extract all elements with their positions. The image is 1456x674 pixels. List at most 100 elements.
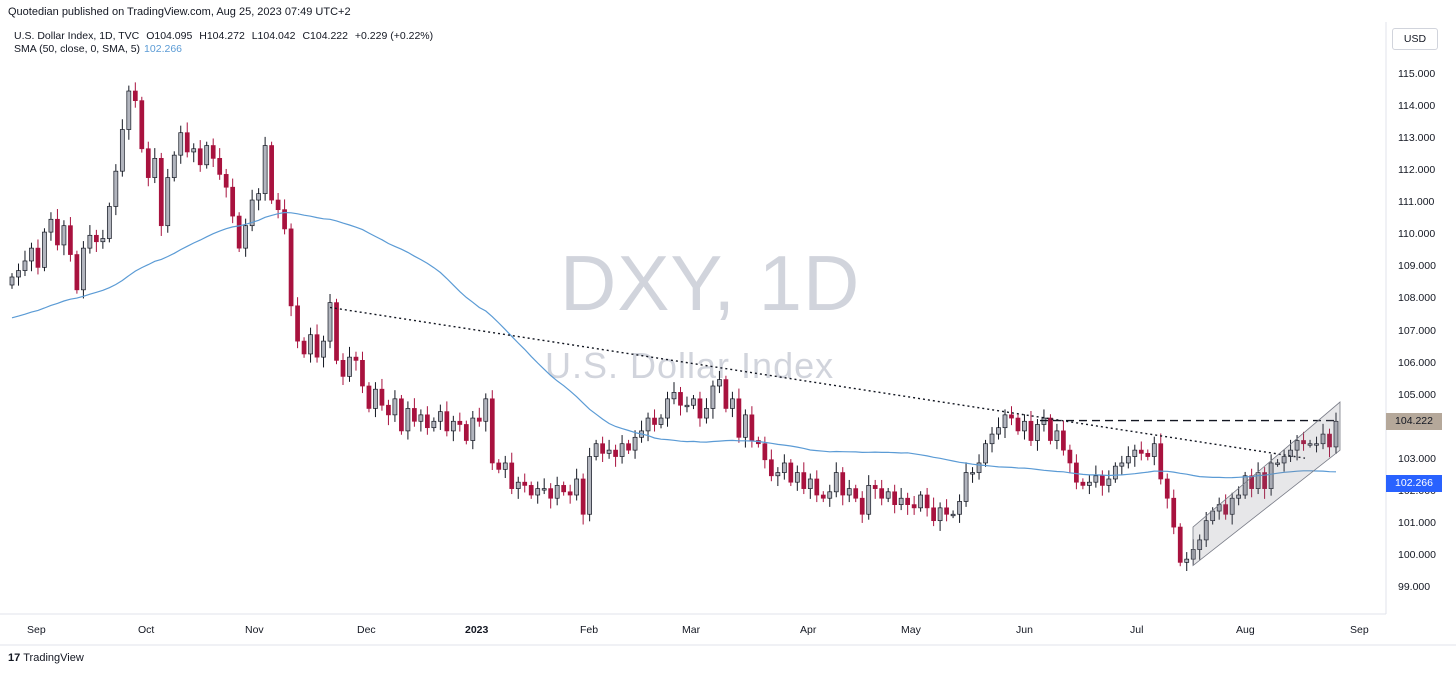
- candle: [1132, 449, 1138, 457]
- candle: [1087, 481, 1092, 486]
- candle: [645, 417, 651, 432]
- candle: [386, 404, 391, 416]
- open-value: O104.095: [146, 30, 193, 42]
- candle: [963, 472, 969, 502]
- candle: [678, 392, 683, 406]
- candle: [801, 472, 807, 489]
- candle: [723, 379, 729, 409]
- candle: [918, 494, 923, 509]
- candle: [301, 340, 307, 355]
- x-tick-label: Feb: [580, 624, 599, 636]
- symbol-info[interactable]: U.S. Dollar Index, 1D, TVC: [14, 30, 140, 42]
- x-tick-label: Sep: [27, 624, 46, 636]
- candle: [1229, 497, 1235, 515]
- candle: [509, 462, 515, 489]
- candle: [807, 478, 813, 489]
- sma-legend: SMA (50, close, 0, SMA, 5) 102.266: [14, 43, 182, 55]
- candle: [515, 481, 521, 489]
- candle: [600, 443, 605, 454]
- last-price-tag: 104.222: [1386, 412, 1442, 430]
- candle: [859, 497, 865, 515]
- watermark-name: U.S. Dollar Index: [545, 345, 835, 386]
- candle: [16, 270, 21, 278]
- candle: [574, 478, 580, 496]
- candle: [1203, 520, 1209, 541]
- candle: [1288, 449, 1293, 457]
- candle: [171, 154, 177, 178]
- candle: [866, 485, 872, 515]
- candle: [1314, 443, 1319, 446]
- candle: [554, 485, 560, 499]
- candle: [295, 305, 300, 342]
- candle: [606, 449, 612, 454]
- candle: [1138, 449, 1144, 454]
- candle: [580, 478, 586, 515]
- x-tick-label: Apr: [800, 624, 817, 636]
- candle: [282, 209, 287, 230]
- rising-channel: [1192, 401, 1341, 567]
- candle: [548, 488, 554, 499]
- x-tick-label: Aug: [1236, 624, 1255, 636]
- candle: [197, 148, 203, 166]
- candle: [353, 356, 359, 361]
- candle: [269, 145, 274, 201]
- candle: [262, 145, 268, 194]
- y-tick-label: 111.000: [1398, 196, 1435, 209]
- y-tick-label: 100.000: [1398, 548, 1436, 561]
- candle: [1015, 417, 1021, 432]
- candle: [872, 485, 878, 489]
- candle: [223, 174, 229, 188]
- candle: [230, 186, 236, 217]
- candle: [820, 494, 826, 499]
- candle: [48, 218, 54, 233]
- candle: [68, 225, 73, 255]
- candle: [1048, 417, 1053, 441]
- sma-label[interactable]: SMA (50, close, 0, SMA, 5): [14, 43, 141, 55]
- candle: [1320, 433, 1326, 445]
- candle: [762, 443, 768, 461]
- candle: [340, 360, 346, 377]
- candle: [379, 388, 385, 406]
- y-tick-label: 107.000: [1398, 324, 1436, 337]
- candle: [502, 462, 508, 470]
- candle: [152, 158, 158, 178]
- candle: [476, 417, 482, 422]
- candle: [1294, 440, 1300, 451]
- candle: [1262, 472, 1267, 489]
- y-tick-label: 115.000: [1398, 68, 1436, 80]
- candle: [35, 247, 41, 268]
- candle: [684, 404, 690, 408]
- x-tick-label: May: [901, 624, 921, 636]
- currency-button[interactable]: USD: [1392, 28, 1438, 50]
- candle: [1099, 475, 1105, 486]
- candle: [1333, 420, 1339, 448]
- low-value: L104.042: [251, 30, 296, 42]
- candle: [106, 206, 112, 239]
- candle: [1268, 462, 1274, 489]
- candle: [139, 100, 145, 150]
- x-tick-label: Oct: [138, 624, 155, 636]
- candle: [613, 449, 618, 457]
- candle: [61, 225, 67, 246]
- candle: [1035, 424, 1040, 441]
- x-tick-label: Jun: [1016, 624, 1033, 636]
- ohlc-legend: U.S. Dollar Index, 1D, TVC O104.095 H104…: [14, 30, 437, 42]
- candle: [1281, 456, 1287, 464]
- sma-price-tag: 102.266: [1386, 475, 1442, 493]
- candle: [717, 379, 722, 387]
- y-tick-label: 113.000: [1398, 132, 1436, 145]
- y-tick-label: 108.000: [1398, 292, 1436, 305]
- candle: [1125, 456, 1131, 464]
- candle: [42, 231, 47, 268]
- candle: [1009, 414, 1014, 419]
- candle: [249, 199, 255, 227]
- candle: [373, 388, 378, 409]
- watermark-symbol: DXY, 1D: [560, 239, 861, 327]
- candle: [22, 260, 28, 271]
- candle: [288, 228, 294, 307]
- candle: [1067, 449, 1073, 464]
- candle: [768, 459, 774, 477]
- candle: [113, 170, 119, 207]
- candle: [74, 254, 80, 291]
